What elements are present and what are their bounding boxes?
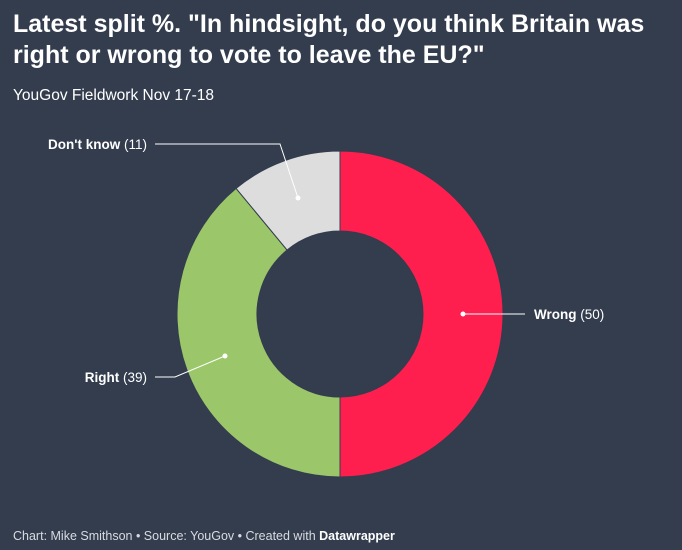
- slice-label-0: Wrong (50): [534, 307, 604, 322]
- chart-subtitle: YouGov Fieldwork Nov 17-18: [13, 87, 215, 104]
- chart-footer: Chart: Mike Smithson • Source: YouGov • …: [13, 529, 395, 543]
- chart-title: Latest split %. "In hindsight, do you th…: [13, 10, 645, 69]
- slice-label-name: Right: [85, 370, 120, 385]
- leader-line-2: [155, 143, 299, 199]
- slice-label-name: Don't know: [48, 137, 121, 152]
- leader-line-1: [155, 355, 226, 378]
- footer-credits: Chart: Mike Smithson • Source: YouGov • …: [13, 529, 316, 543]
- slice-label-1: Right (39): [85, 370, 147, 385]
- leader-dot-1: [222, 353, 228, 359]
- donut-slice-wrong[interactable]: [339, 150, 504, 478]
- footer-brand[interactable]: Datawrapper: [319, 529, 395, 543]
- slice-label-2: Don't know (11): [48, 137, 147, 152]
- slice-label-value: (11): [120, 137, 147, 152]
- donut-labels: Wrong (50) Right (39) Don't know (11): [48, 137, 604, 385]
- donut-slice-don-t-know[interactable]: [235, 150, 341, 251]
- leader-dot-2: [295, 195, 301, 201]
- slice-label-value: (39): [119, 370, 147, 385]
- slice-label-name: Wrong: [534, 307, 577, 322]
- donut-slices: [176, 150, 504, 478]
- slice-label-value: (50): [577, 307, 605, 322]
- donut-slice-right[interactable]: [176, 187, 341, 478]
- leader-dot-0: [460, 311, 466, 317]
